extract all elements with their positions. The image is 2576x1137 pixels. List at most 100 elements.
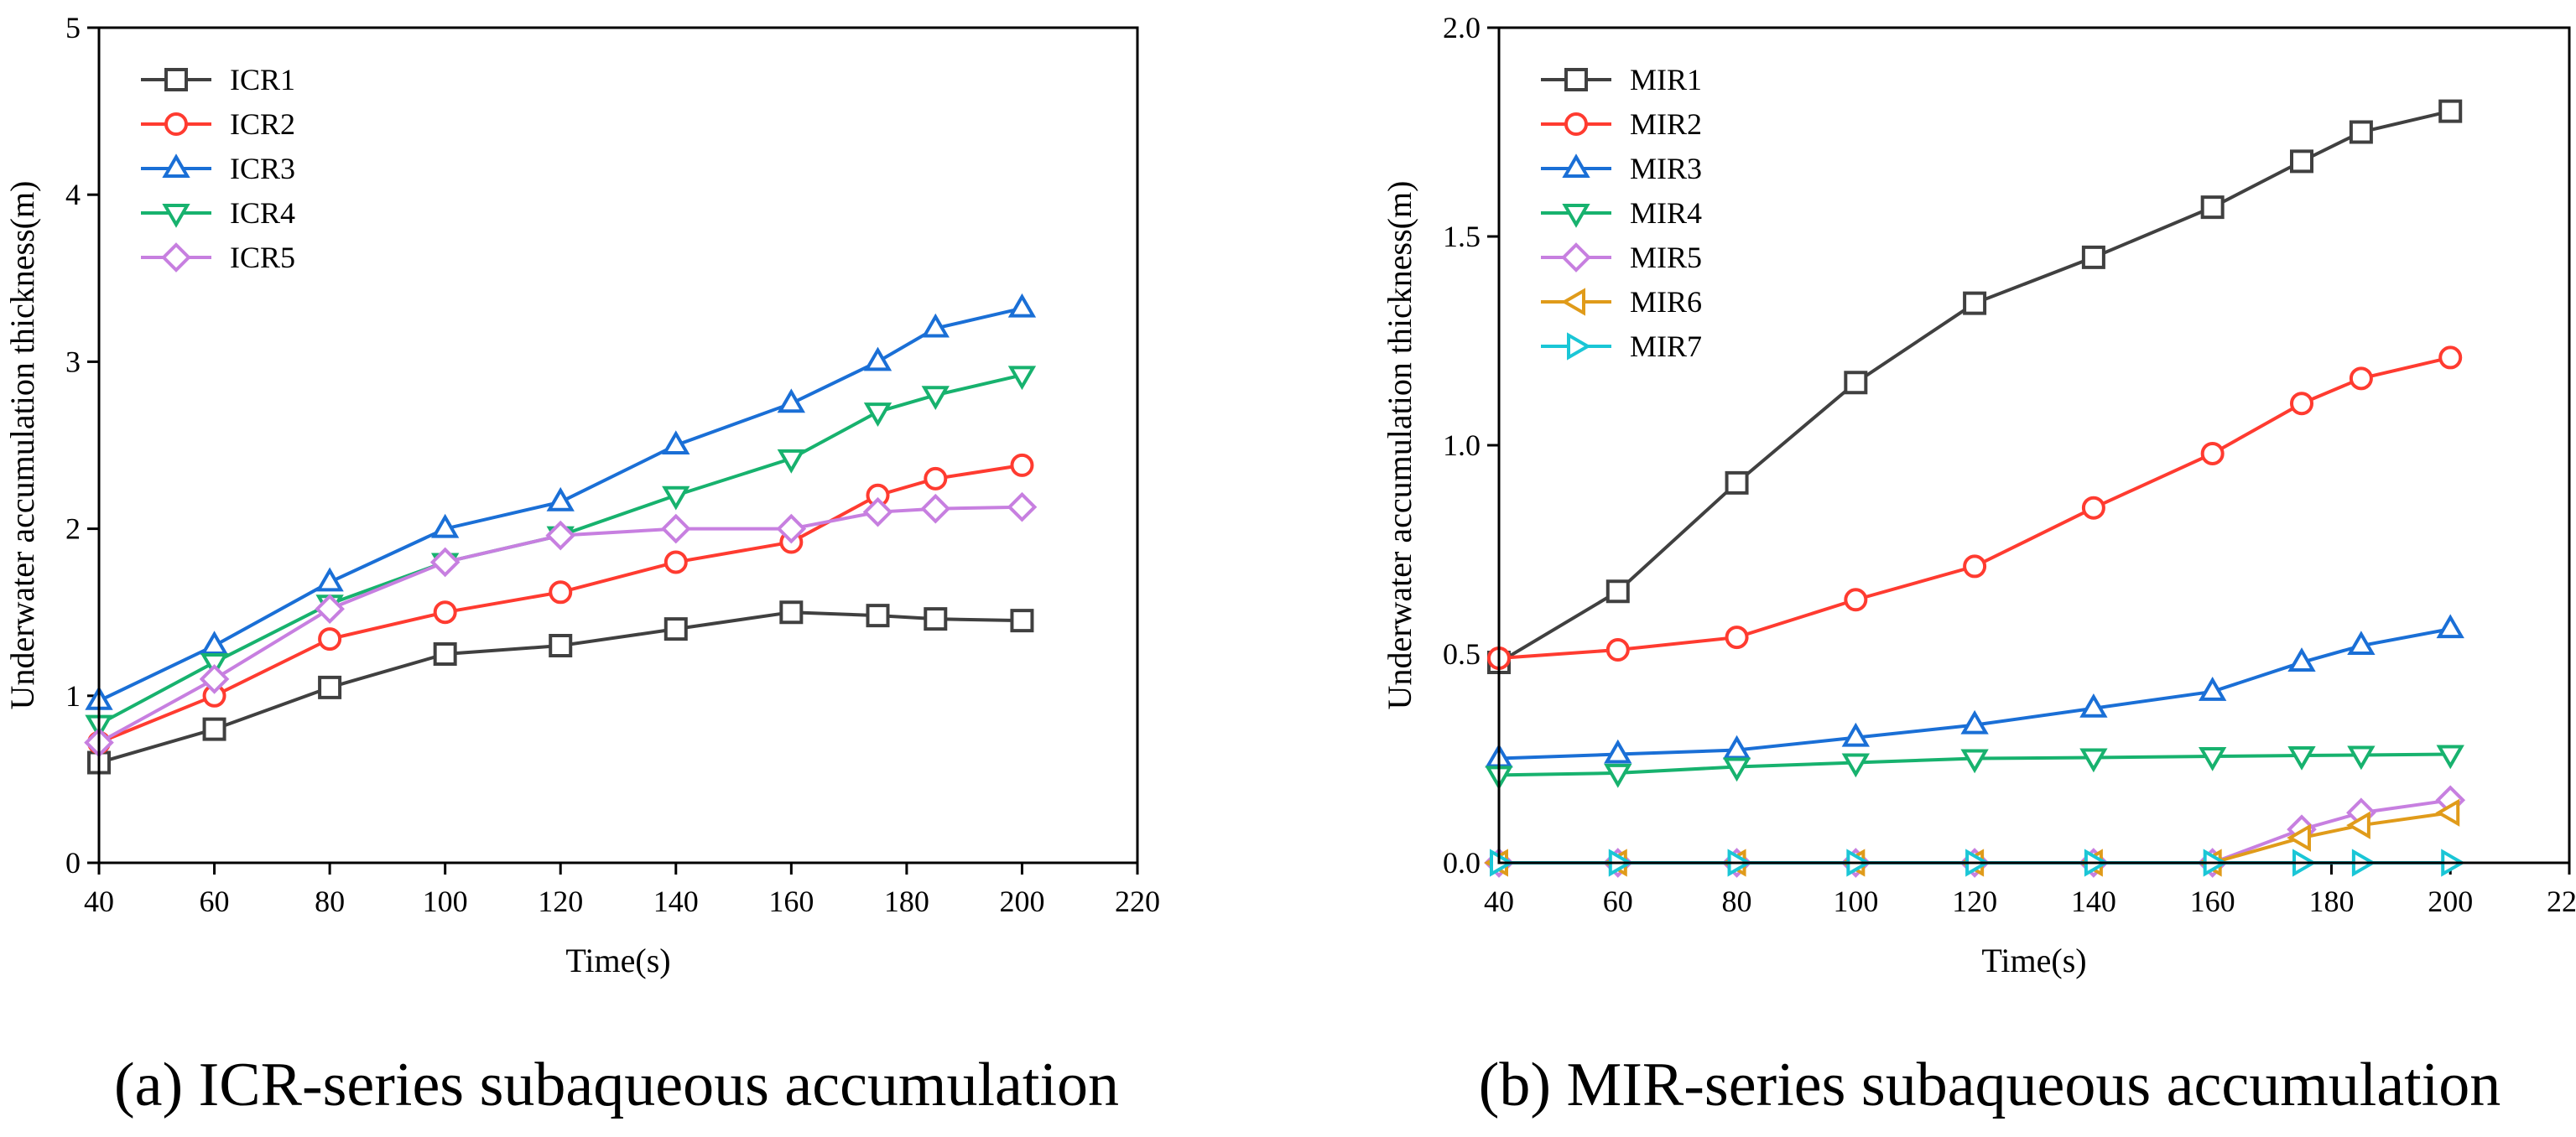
x-tick-label: 60 xyxy=(1603,885,1633,918)
marker xyxy=(866,604,890,628)
marker xyxy=(429,547,461,578)
x-axis-label: Time(s) xyxy=(1981,942,2086,979)
y-tick-label: 2.0 xyxy=(1443,11,1481,44)
marker xyxy=(2079,748,2108,773)
marker xyxy=(2290,149,2313,174)
x-tick-label: 60 xyxy=(200,885,230,918)
series-line xyxy=(98,463,1023,745)
x-tick-label: 200 xyxy=(2428,885,2473,918)
marker xyxy=(1562,153,1590,178)
marker xyxy=(664,617,688,641)
marker xyxy=(2287,647,2316,672)
x-tick-label: 180 xyxy=(2308,885,2354,918)
x-tick-label: 140 xyxy=(2071,885,2116,918)
caption: (b) MIR-series subaqueous accumulation xyxy=(1479,1051,2501,1119)
marker xyxy=(1562,204,1590,228)
y-tick-label: 5 xyxy=(65,11,81,44)
y-tick-label: 1 xyxy=(65,679,81,713)
legend-label: ICR5 xyxy=(230,241,295,274)
marker xyxy=(546,486,575,511)
marker xyxy=(2438,99,2463,123)
marker xyxy=(162,204,190,228)
x-tick-label: 220 xyxy=(1115,885,1160,918)
x-tick-label: 180 xyxy=(884,885,929,918)
marker xyxy=(776,513,807,544)
marker xyxy=(1007,293,1037,318)
x-tick-label: 160 xyxy=(768,885,814,918)
marker xyxy=(1605,638,1630,662)
marker xyxy=(2081,496,2105,520)
marker xyxy=(1567,332,1591,361)
marker xyxy=(164,112,188,136)
y-tick-label: 1.5 xyxy=(1443,220,1481,253)
marker xyxy=(1963,291,1987,315)
marker xyxy=(1725,470,1749,495)
marker xyxy=(2347,631,2376,656)
legend-label: MIR7 xyxy=(1630,330,1702,363)
legend-label: ICR4 xyxy=(230,196,295,230)
marker xyxy=(924,466,948,491)
y-axis-label: Underwater accumulation thickness(m) xyxy=(1381,181,1418,710)
marker xyxy=(161,242,191,273)
marker xyxy=(2290,392,2313,416)
x-tick-label: 100 xyxy=(423,885,468,918)
marker xyxy=(921,313,950,338)
x-tick-label: 40 xyxy=(1484,885,1514,918)
marker xyxy=(1722,757,1751,782)
series-line xyxy=(1498,356,2451,660)
x-axis-label: Time(s) xyxy=(565,942,670,979)
marker xyxy=(162,153,190,178)
legend-label: ICR3 xyxy=(230,152,295,185)
marker xyxy=(430,513,460,538)
marker xyxy=(549,634,573,658)
marker xyxy=(1561,288,1585,316)
marker xyxy=(200,631,229,656)
marker xyxy=(2200,195,2225,220)
x-tick-label: 40 xyxy=(84,885,114,918)
marker xyxy=(1604,763,1632,788)
marker xyxy=(2436,614,2464,639)
marker xyxy=(862,496,893,527)
series-line xyxy=(1497,109,2451,664)
marker xyxy=(779,600,804,625)
marker xyxy=(2200,441,2225,465)
legend-label: MIR4 xyxy=(1630,196,1702,230)
marker xyxy=(2349,366,2373,391)
plot-frame xyxy=(1497,26,2571,864)
marker xyxy=(1564,112,1588,136)
marker xyxy=(1604,739,1632,764)
marker xyxy=(315,567,344,592)
marker xyxy=(2349,120,2373,144)
legend-label: MIR5 xyxy=(1630,241,1702,274)
marker xyxy=(921,386,950,411)
y-tick-label: 0.5 xyxy=(1443,637,1481,671)
x-tick-label: 80 xyxy=(315,885,345,918)
legend-label: ICR2 xyxy=(230,107,295,141)
y-tick-label: 3 xyxy=(65,345,81,378)
marker xyxy=(1841,722,1870,747)
marker xyxy=(1963,554,1987,579)
series-line xyxy=(98,610,1023,765)
series-line xyxy=(98,306,1023,703)
legend: MIR1 MIR2 MIR3 MIR4 MIR5 MIR6 MIR7 xyxy=(1541,63,1702,363)
marker xyxy=(2199,677,2227,701)
marker xyxy=(1841,753,1870,778)
series-line xyxy=(98,373,1023,726)
marker xyxy=(660,513,691,544)
caption: (a) ICR-series subaqueous accumulation xyxy=(114,1051,1119,1119)
marker xyxy=(315,594,345,625)
marker xyxy=(920,493,951,524)
marker xyxy=(164,68,188,91)
marker xyxy=(2438,345,2463,370)
marker xyxy=(662,430,690,454)
y-tick-label: 0 xyxy=(65,846,81,880)
marker xyxy=(863,402,892,427)
marker xyxy=(2287,746,2316,771)
marker xyxy=(2081,245,2105,269)
x-tick-label: 120 xyxy=(538,885,583,918)
marker xyxy=(1564,68,1588,91)
series-line xyxy=(1498,627,2451,761)
legend-label: MIR2 xyxy=(1630,107,1702,141)
